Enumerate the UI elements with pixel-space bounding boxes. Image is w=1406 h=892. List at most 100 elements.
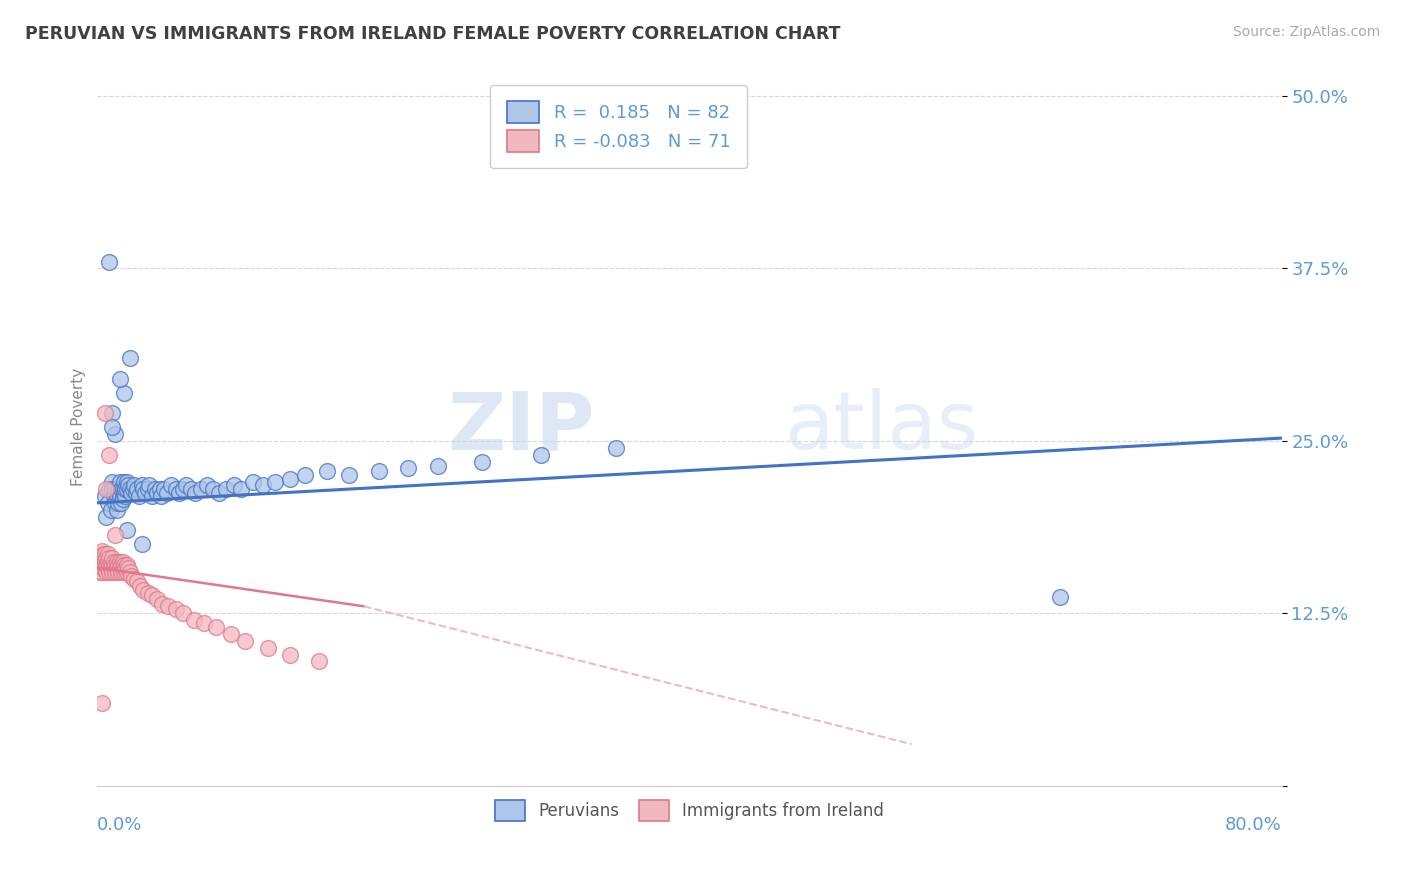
Point	[90, 558, 112, 572]
Point	[107, 558, 129, 572]
Point	[112, 385, 135, 400]
Point	[101, 420, 124, 434]
Point	[104, 527, 127, 541]
Point	[94, 406, 117, 420]
Point	[117, 478, 139, 492]
Point	[103, 489, 125, 503]
Point	[471, 454, 494, 468]
Point	[111, 482, 134, 496]
Point	[157, 599, 180, 614]
Point	[184, 486, 207, 500]
Point	[115, 475, 138, 490]
Point	[114, 489, 136, 503]
Point	[108, 372, 131, 386]
Point	[172, 482, 194, 496]
Point	[136, 585, 159, 599]
Point	[97, 547, 120, 561]
Point	[104, 565, 127, 579]
Point	[114, 482, 136, 496]
Point	[98, 551, 121, 566]
Point	[90, 544, 112, 558]
Point	[127, 574, 149, 589]
Point	[229, 482, 252, 496]
Point	[112, 565, 135, 579]
Point	[183, 613, 205, 627]
Point	[124, 572, 146, 586]
Point	[98, 565, 121, 579]
Point	[426, 458, 449, 473]
Point	[104, 426, 127, 441]
Point	[115, 524, 138, 538]
Point	[136, 482, 159, 496]
Point	[107, 482, 129, 496]
Point	[98, 558, 121, 572]
Point	[96, 551, 118, 566]
Point	[190, 482, 212, 496]
Point	[101, 565, 124, 579]
Point	[396, 461, 419, 475]
Point	[111, 560, 134, 574]
Point	[90, 696, 112, 710]
Point	[118, 482, 141, 496]
Text: ZIP: ZIP	[447, 388, 595, 466]
Point	[89, 551, 111, 566]
Point	[124, 478, 146, 492]
Point	[264, 475, 287, 490]
Point	[104, 482, 127, 496]
Point	[100, 502, 122, 516]
Point	[138, 478, 160, 492]
Point	[110, 482, 132, 496]
Point	[108, 489, 131, 503]
Point	[101, 406, 124, 420]
Text: 0.0%: 0.0%	[97, 815, 143, 834]
Point	[101, 475, 124, 490]
Point	[129, 579, 152, 593]
Point	[235, 633, 257, 648]
Point	[90, 565, 112, 579]
Point	[132, 482, 155, 496]
Point	[165, 602, 187, 616]
Point	[94, 489, 117, 503]
Point	[208, 486, 231, 500]
Point	[108, 560, 131, 574]
Point	[131, 478, 153, 492]
Text: atlas: atlas	[785, 388, 979, 466]
Point	[315, 464, 337, 478]
Point	[97, 560, 120, 574]
Point	[141, 489, 163, 503]
Point	[94, 555, 117, 569]
Point	[107, 565, 129, 579]
Point	[104, 558, 127, 572]
Text: Source: ZipAtlas.com: Source: ZipAtlas.com	[1233, 25, 1381, 39]
Point	[96, 509, 118, 524]
Point	[125, 486, 148, 500]
Point	[98, 254, 121, 268]
Point	[117, 560, 139, 574]
Point	[256, 640, 278, 655]
Point	[96, 565, 118, 579]
Point	[160, 478, 183, 492]
Point	[193, 615, 215, 630]
Point	[97, 555, 120, 569]
Point	[530, 448, 553, 462]
Point	[153, 482, 176, 496]
Point	[180, 482, 202, 496]
Point	[105, 502, 128, 516]
Point	[112, 558, 135, 572]
Point	[152, 597, 174, 611]
Point	[134, 486, 156, 500]
Point	[174, 478, 197, 492]
Point	[91, 547, 114, 561]
Point	[145, 486, 167, 500]
Point	[252, 478, 274, 492]
Point	[112, 486, 135, 500]
Point	[242, 475, 264, 490]
Point	[120, 486, 142, 500]
Point	[98, 482, 121, 496]
Point	[131, 537, 153, 551]
Point	[605, 441, 627, 455]
Point	[128, 489, 150, 503]
Point	[118, 565, 141, 579]
Point	[195, 478, 218, 492]
Point	[105, 555, 128, 569]
